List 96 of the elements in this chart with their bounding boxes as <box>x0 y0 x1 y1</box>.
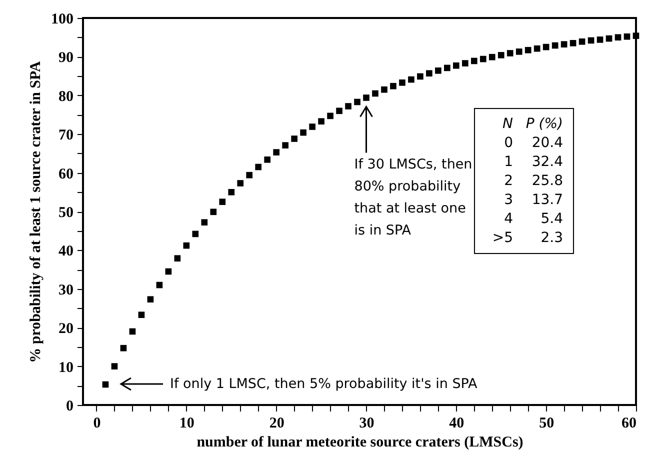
point <box>291 136 298 142</box>
point <box>381 86 388 93</box>
point <box>111 363 118 370</box>
point <box>363 94 370 101</box>
y-axis-title: % probability of at least 1 source crater in SPA <box>28 60 44 363</box>
point <box>624 33 630 40</box>
annotation: 1 <box>503 154 513 170</box>
point <box>372 90 378 97</box>
point <box>390 82 396 90</box>
point <box>273 149 280 156</box>
point <box>470 58 478 64</box>
y-tick-label: 100 <box>51 12 74 28</box>
y-tick-label: 0 <box>66 398 74 414</box>
x-tick-label: 40 <box>449 416 464 432</box>
annotation: P (%) <box>524 116 563 132</box>
point <box>228 188 235 196</box>
annotation: >5 <box>491 230 513 246</box>
point <box>542 44 550 50</box>
y-tick-label: 60 <box>58 166 74 182</box>
annotation: 13.7 <box>530 192 563 208</box>
y-tick-label: 30 <box>58 282 74 298</box>
point <box>264 156 270 163</box>
point <box>408 76 414 83</box>
point <box>156 282 163 288</box>
point <box>596 36 604 43</box>
point <box>282 142 288 148</box>
y-tick-label: 90 <box>58 50 74 66</box>
point <box>417 73 424 80</box>
point <box>480 56 486 62</box>
point <box>345 103 352 110</box>
point <box>444 64 450 72</box>
y-tick-label: 50 <box>58 205 74 221</box>
annotation: 25.8 <box>530 173 563 189</box>
annotation: If only 1 LMSC, then 5% probability it's in SPA <box>170 376 478 392</box>
point <box>192 230 199 238</box>
x-tick-label: 60 <box>622 416 636 432</box>
point <box>560 41 568 48</box>
point <box>506 50 514 56</box>
point <box>210 208 217 216</box>
point <box>129 328 136 335</box>
point <box>426 70 432 77</box>
y-tick-label: 10 <box>58 360 74 376</box>
y-tick-label: 70 <box>58 128 74 144</box>
point <box>102 381 109 388</box>
point <box>588 37 594 44</box>
point <box>201 219 208 226</box>
annotation: N <box>502 116 513 132</box>
point <box>399 79 406 86</box>
annotation: 5.4 <box>540 211 563 227</box>
annotation: 2 <box>503 173 513 189</box>
point <box>578 38 586 45</box>
annotation: 4 <box>503 211 513 227</box>
annotation: 20.4 <box>530 135 563 151</box>
point <box>183 242 190 249</box>
point <box>632 32 640 39</box>
point <box>614 34 622 41</box>
point <box>237 180 244 186</box>
point <box>147 296 154 303</box>
point <box>524 46 532 54</box>
point <box>300 129 306 136</box>
x-tick-label: 0 <box>93 416 101 432</box>
point <box>219 198 226 205</box>
point <box>552 42 558 49</box>
point <box>462 60 468 66</box>
point <box>336 108 342 114</box>
point <box>354 98 360 106</box>
annotation: 0 <box>503 135 513 151</box>
point <box>453 62 460 69</box>
annotation: 2.3 <box>540 230 563 246</box>
point <box>435 67 442 74</box>
point <box>570 40 576 46</box>
y-tick-label: 20 <box>58 321 74 338</box>
point <box>138 312 145 318</box>
point <box>174 255 181 262</box>
point <box>606 35 612 42</box>
point <box>246 172 253 178</box>
x-axis-title: number of lunar meteorite source craters (LMSCs) <box>196 434 524 450</box>
point <box>488 54 496 60</box>
point <box>534 45 540 52</box>
point <box>498 52 504 58</box>
x-tick-label: 30 <box>359 416 374 432</box>
annotation: 3 <box>503 192 513 208</box>
point <box>255 164 262 170</box>
point <box>309 124 316 130</box>
x-tick-label: 10 <box>179 416 194 432</box>
point <box>120 344 127 352</box>
point <box>327 112 334 120</box>
annotation: If 30 LMSCs, then 80% probability that at least one is in SPA <box>354 156 472 239</box>
y-tick-label: 40 <box>58 244 74 260</box>
y-tick-label: 80 <box>58 88 74 105</box>
point <box>516 48 522 55</box>
x-tick-label: 20 <box>269 416 284 432</box>
annotation: 32.4 <box>530 154 563 170</box>
point <box>165 268 172 275</box>
point <box>318 118 324 124</box>
x-tick-label: 50 <box>539 416 554 432</box>
